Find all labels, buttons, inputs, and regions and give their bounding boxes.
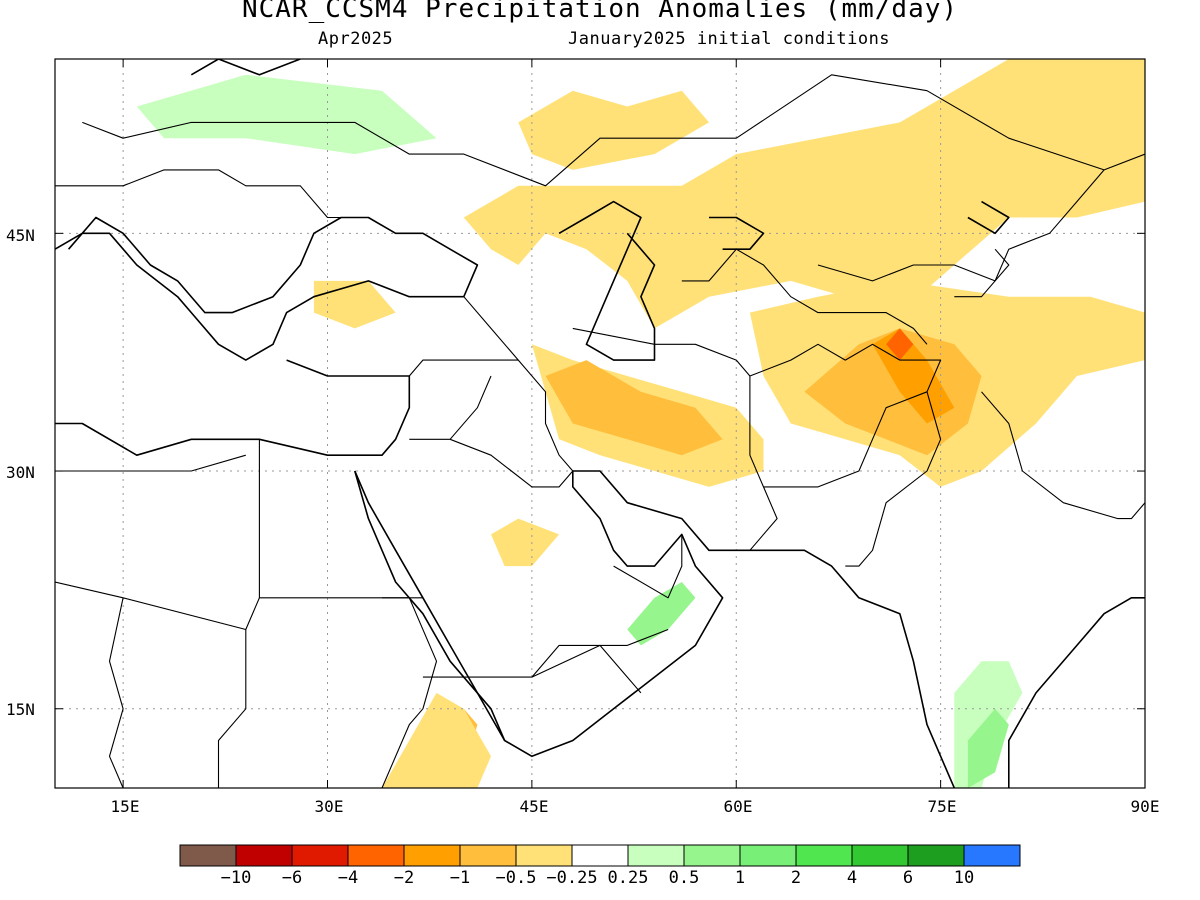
country-border: [572, 327, 778, 551]
coastline: [55, 216, 479, 361]
country-border: [55, 581, 246, 631]
legend-label-1: −6: [281, 868, 303, 888]
coastline: [1007, 596, 1145, 788]
country-border: [258, 439, 423, 599]
country-border: [108, 597, 124, 788]
anomaly-region-10: [382, 692, 491, 788]
country-border: [613, 534, 683, 599]
country-border: [517, 359, 574, 472]
map-title: NCAR_CCSM4 Precipitation Anomalies (mm/d…: [241, 0, 959, 24]
anomaly-region-16: [1022, 74, 1145, 155]
graticule-layer: [55, 59, 1145, 788]
forecast-month: Apr2025: [318, 29, 394, 49]
lat-label-30n: 30N: [6, 463, 35, 482]
country-border: [449, 438, 574, 488]
lon-label-45e: 45E: [519, 797, 549, 816]
initial-conditions: January2025 initial conditions: [568, 29, 891, 49]
country-border: [954, 248, 1010, 298]
legend-label-13: 10: [953, 868, 975, 888]
country-border: [381, 597, 438, 788]
legend-label-0: −10: [220, 868, 252, 888]
country-border: [409, 375, 492, 440]
legend-label-3: −2: [393, 868, 415, 888]
anomaly-region-0: [518, 90, 709, 170]
coastline: [354, 470, 506, 741]
axis-ticks: [55, 59, 1146, 788]
coastline: [190, 59, 301, 76]
legend-label-4: −1: [449, 868, 471, 888]
country-border: [55, 169, 369, 219]
country-border: [749, 343, 942, 488]
country-border: [82, 74, 1145, 187]
lon-label-15e: 15E: [110, 797, 140, 816]
legend-label-8: 0.5: [668, 868, 700, 888]
anomaly-region-1: [463, 59, 1145, 329]
lat-label-45n: 45N: [6, 226, 35, 245]
coastline: [55, 359, 411, 457]
coastline: [967, 200, 1010, 235]
country-border: [981, 391, 1145, 520]
lon-label-75e: 75E: [927, 797, 957, 816]
legend-label-11: 4: [846, 868, 858, 888]
legend-label-12: 6: [902, 868, 914, 888]
legend-label-7: 0.25: [607, 868, 649, 888]
legend-label-5: −0.5: [495, 868, 537, 888]
lon-label-30e: 30E: [314, 797, 344, 816]
lat-label-15n: 15N: [6, 700, 35, 719]
anomaly-region-12: [627, 582, 696, 646]
coastline: [558, 200, 656, 361]
lon-label-90e: 90E: [1130, 797, 1160, 816]
country-border: [408, 296, 519, 377]
anomaly-region-14: [967, 708, 1009, 788]
country-border: [217, 597, 260, 788]
anomaly-region-8: [313, 280, 396, 329]
boundary-layer: [55, 59, 1145, 788]
legend-label-6: −0.25: [546, 868, 598, 888]
anomaly-region-11: [491, 518, 560, 567]
anomaly-shading-layer: [136, 59, 1145, 788]
legend-label-2: −4: [337, 868, 359, 888]
country-border: [531, 644, 642, 694]
coastline: [709, 216, 765, 250]
coastline: [354, 470, 956, 788]
country-border: [845, 391, 942, 567]
legend-label-10: 2: [790, 868, 802, 888]
country-border: [681, 248, 928, 345]
country-border: [422, 628, 669, 678]
map-frame: [54, 58, 1146, 789]
anomaly-region-15: [136, 74, 437, 155]
anomaly-region-4: [545, 360, 723, 456]
country-border: [55, 454, 246, 472]
legend-label-9: 1: [734, 868, 746, 888]
lon-label-60e: 60E: [723, 797, 753, 816]
anomaly-region-7: [886, 328, 914, 361]
